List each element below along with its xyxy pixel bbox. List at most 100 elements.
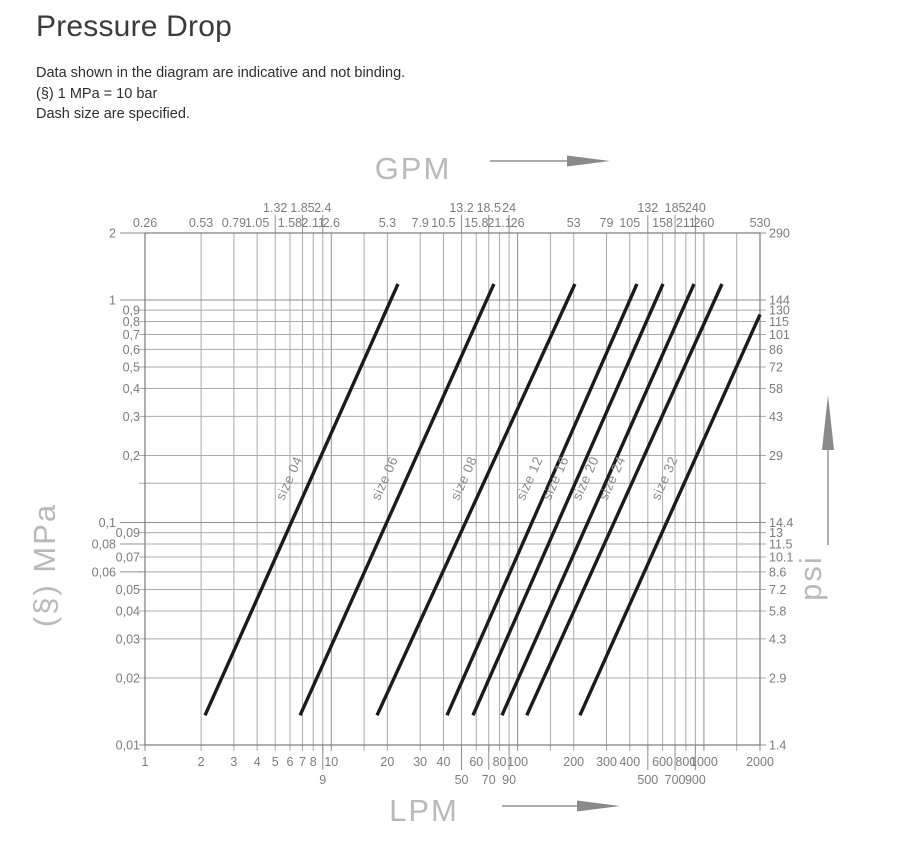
left-tick-label: 0,2 — [123, 449, 140, 463]
top-tick-label: 260 — [693, 216, 714, 230]
bottom-tick-label: 2000 — [746, 755, 774, 769]
top-tick-label: 0.26 — [133, 216, 157, 230]
psi-axis-title: psi — [793, 555, 828, 601]
series-line-size-20 — [500, 283, 696, 716]
gpm-axis-arrow-icon — [490, 155, 610, 167]
left-tick-label: 0,4 — [123, 382, 140, 396]
series-line-size-32 — [578, 313, 762, 716]
right-tick-label: 14.4 — [769, 516, 793, 530]
right-tick-label: 5.8 — [769, 605, 786, 619]
bottom-tick-label: 3 — [230, 755, 237, 769]
bottom-tick-label: 80 — [493, 755, 507, 769]
top-tick-label: 15.8 — [464, 216, 488, 230]
left-tick-label: 0,9 — [123, 304, 140, 318]
bottom-tick-label: 200 — [563, 755, 584, 769]
series-line-size-06 — [298, 283, 496, 716]
bottom-tick-label: 90 — [502, 773, 516, 787]
top-tick-label: 79 — [600, 216, 614, 230]
left-tick-label: 1 — [109, 293, 116, 307]
series-line-size-04 — [203, 283, 400, 716]
bottom-tick-label: 800 — [675, 755, 696, 769]
right-tick-label: 130 — [769, 304, 790, 318]
series-label-size-32: size 32 — [648, 454, 681, 502]
top-tick-label: 1.58 — [278, 216, 302, 230]
bottom-tick-label: 4 — [254, 755, 261, 769]
bottom-tick-label: 700 — [665, 773, 686, 787]
top-tick-label: 1.32 — [263, 201, 287, 215]
left-tick-label: 0,01 — [116, 739, 140, 753]
right-tick-label: 290 — [769, 227, 790, 241]
left-tick-label: 0,06 — [92, 565, 116, 579]
bottom-tick-label: 2 — [198, 755, 205, 769]
right-tick-label: 115 — [769, 315, 789, 329]
bottom-tick-label: 40 — [437, 755, 451, 769]
right-tick-label: 2.9 — [769, 672, 786, 686]
right-tick-label: 58 — [769, 382, 783, 396]
bottom-tick-label: 8 — [310, 755, 317, 769]
top-tick-label: 240 — [685, 201, 706, 215]
bottom-tick-label: 1000 — [690, 755, 718, 769]
bottom-tick-label: 5 — [272, 755, 279, 769]
top-tick-label: 5.3 — [379, 216, 396, 230]
right-tick-label: 8.6 — [769, 565, 786, 579]
bottom-tick-label: 1 — [142, 755, 149, 769]
right-tick-label: 144 — [769, 293, 790, 307]
bottom-tick-label: 9 — [319, 773, 326, 787]
series-line-size-24 — [525, 283, 724, 716]
series-label-size-04: size 04 — [273, 454, 306, 502]
gpm-axis-title: GPM — [375, 151, 452, 186]
bottom-tick-label: 10 — [324, 755, 338, 769]
right-tick-label: 10.1 — [769, 550, 793, 564]
bottom-tick-label: 20 — [380, 755, 394, 769]
top-tick-label: 24 — [502, 201, 516, 215]
top-tick-label: 211 — [676, 216, 696, 230]
top-tick-label: 2.6 — [323, 216, 340, 230]
left-tick-label: 0,1 — [99, 516, 116, 530]
left-tick-label: 0,04 — [116, 605, 140, 619]
top-tick-label: 1.85 — [290, 201, 314, 215]
lpm-axis-title: LPM — [389, 793, 459, 828]
top-tick-label: 26 — [511, 216, 525, 230]
page-title: Pressure Drop — [36, 10, 233, 43]
top-tick-label: 2.11 — [302, 216, 325, 230]
top-tick-label: 158 — [652, 216, 673, 230]
right-tick-label: 86 — [769, 343, 783, 357]
plot-border — [144, 232, 761, 746]
chart-notes: Data shown in the diagram are indicative… — [36, 63, 405, 125]
left-tick-label: 0,02 — [116, 672, 140, 686]
top-tick-label: 21.1 — [487, 216, 511, 230]
right-tick-label: 13 — [769, 526, 783, 540]
left-tick-label: 0,3 — [123, 410, 140, 424]
top-tick-label: 530 — [750, 216, 771, 230]
left-tick-label: 0,08 — [92, 538, 116, 552]
left-tick-label: 2 — [109, 227, 116, 241]
bottom-tick-label: 50 — [455, 773, 469, 787]
bottom-tick-label: 7 — [299, 755, 306, 769]
top-tick-label: 1.05 — [245, 216, 269, 230]
right-tick-label: 72 — [769, 360, 783, 374]
left-tick-label: 0,5 — [123, 360, 140, 374]
top-tick-label: 18.5 — [477, 201, 501, 215]
top-tick-label: 0.53 — [189, 216, 213, 230]
bottom-tick-label: 300 — [596, 755, 617, 769]
right-tick-label: 1.4 — [769, 739, 786, 753]
series-line-size-12 — [445, 283, 639, 716]
bottom-tick-label: 900 — [685, 773, 706, 787]
lpm-axis-arrow-icon — [502, 800, 620, 812]
top-tick-label: 132 — [637, 201, 658, 215]
psi-axis-arrow-icon — [822, 395, 834, 545]
right-tick-label: 11.5 — [769, 538, 792, 552]
bottom-tick-label: 600 — [652, 755, 673, 769]
right-tick-label: 4.3 — [769, 632, 786, 646]
series-label-size-08: size 08 — [448, 454, 481, 502]
left-tick-label: 0,07 — [116, 550, 140, 564]
left-tick-label: 0,09 — [116, 526, 140, 540]
mpa-axis-title: (§) MPa — [27, 503, 62, 627]
bottom-tick-label: 70 — [482, 773, 496, 787]
note-line: Data shown in the diagram are indicative… — [36, 65, 406, 81]
right-tick-label: 29 — [769, 449, 783, 463]
bottom-tick-label: 30 — [413, 755, 427, 769]
top-tick-label: 10.5 — [431, 216, 455, 230]
